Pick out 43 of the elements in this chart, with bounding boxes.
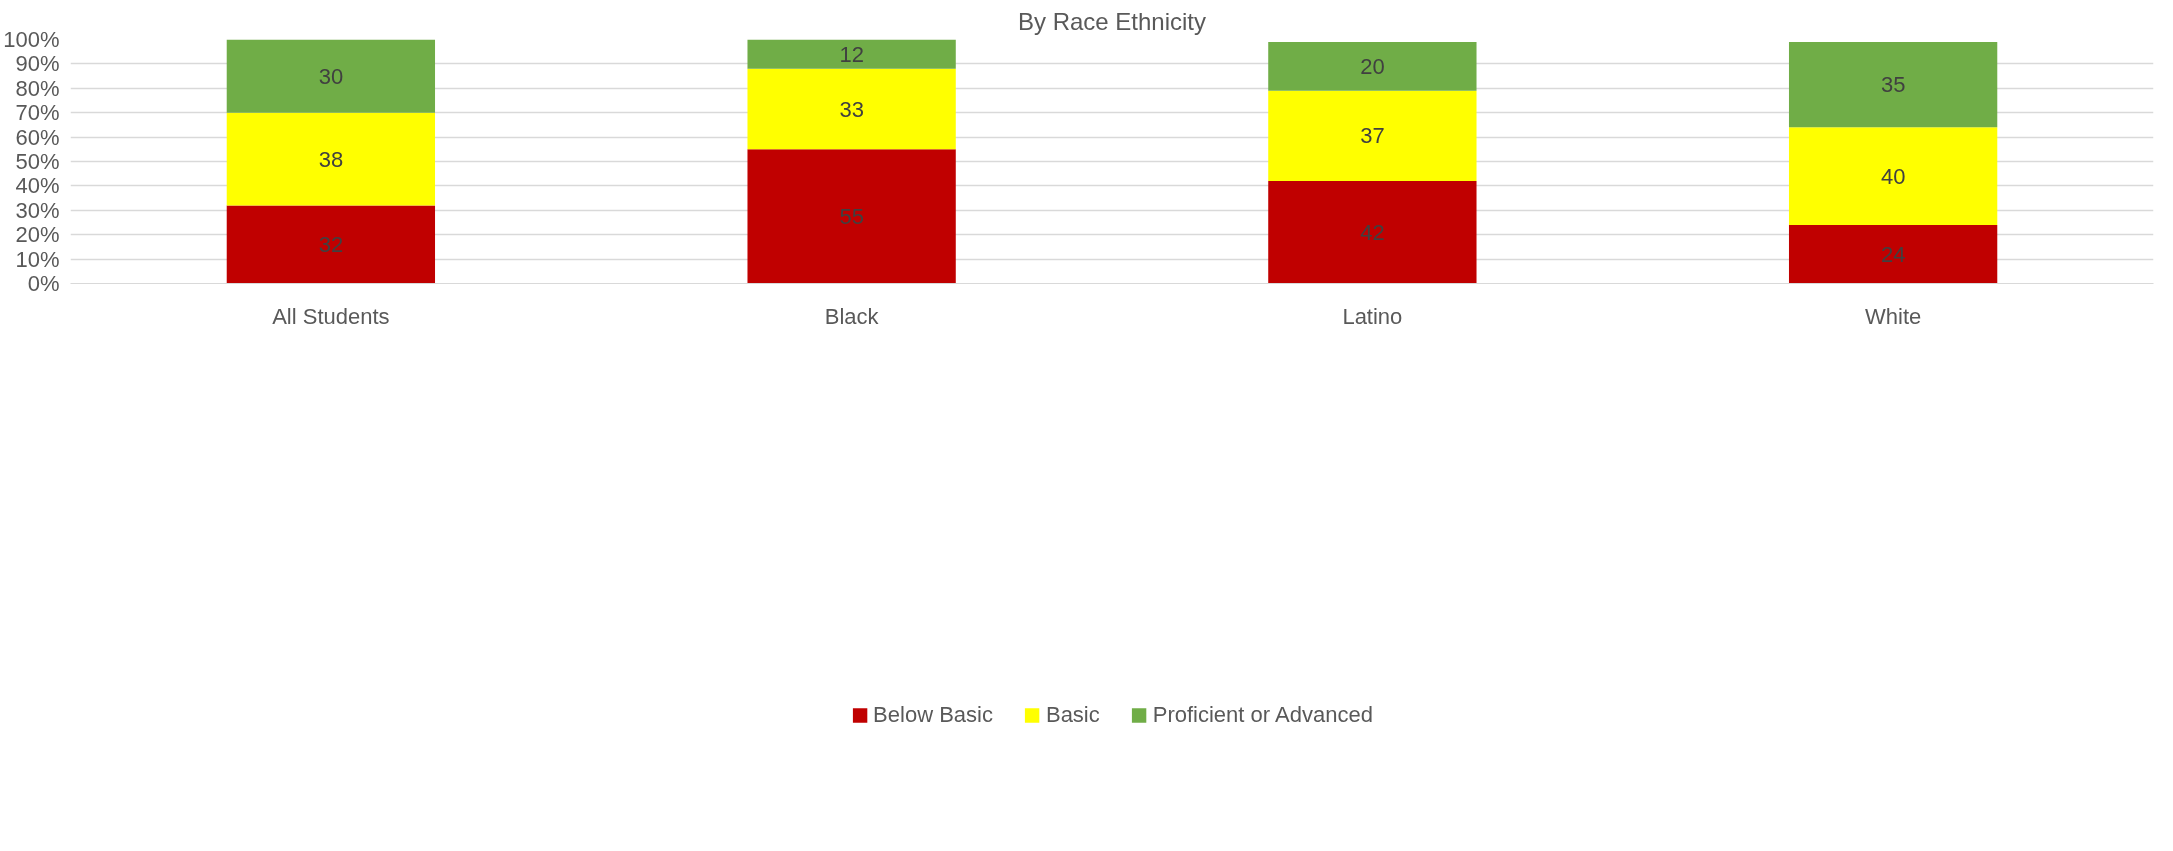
data-label: 33 bbox=[839, 96, 864, 122]
y-tick-label: 80% bbox=[15, 75, 60, 101]
y-tick-label: 90% bbox=[15, 51, 60, 77]
bar bbox=[226, 39, 436, 113]
bar bbox=[747, 149, 956, 284]
bar bbox=[226, 205, 436, 284]
y-tick-label: 100% bbox=[3, 27, 60, 52]
data-label: 24 bbox=[1880, 241, 1906, 267]
bar bbox=[1788, 41, 1998, 128]
y-tick-label: 40% bbox=[15, 173, 60, 199]
y-tick-label: 30% bbox=[15, 197, 60, 223]
x-tick-label: All Students bbox=[272, 303, 390, 329]
x-tick-label: Latino bbox=[1342, 303, 1403, 329]
bar bbox=[1788, 127, 1998, 225]
data-label: 40 bbox=[1880, 163, 1906, 189]
y-tick-label: 60% bbox=[15, 124, 60, 150]
y-tick-label: 20% bbox=[15, 222, 60, 248]
data-label: 32 bbox=[318, 231, 344, 257]
data-label: 20 bbox=[1360, 53, 1385, 79]
data-label: 55 bbox=[839, 203, 864, 229]
legend-label: Basic bbox=[1045, 701, 1100, 728]
data-label: 12 bbox=[839, 41, 864, 67]
legend-label: Proficient or Advanced bbox=[1152, 701, 1373, 728]
data-label: 38 bbox=[318, 146, 344, 172]
bar bbox=[1268, 41, 1477, 91]
data-label: 37 bbox=[1360, 123, 1385, 149]
chart-title: By Race Ethnicity bbox=[1017, 7, 1207, 35]
bar bbox=[1268, 90, 1477, 182]
y-tick-label: 50% bbox=[15, 149, 60, 174]
data-label: 42 bbox=[1360, 219, 1385, 245]
y-tick-label: 10% bbox=[15, 246, 60, 272]
bar bbox=[747, 39, 956, 69]
bar bbox=[747, 68, 956, 150]
legend-label: Below Basic bbox=[873, 701, 993, 728]
y-tick-label: 0% bbox=[27, 271, 60, 296]
y-tick-label: 70% bbox=[15, 100, 60, 126]
x-tick-label: Black bbox=[824, 303, 880, 329]
bar bbox=[1788, 224, 1998, 284]
bar bbox=[226, 112, 436, 206]
x-tick-label: White bbox=[1865, 303, 1922, 329]
data-label: 30 bbox=[318, 63, 344, 89]
bar bbox=[1268, 181, 1477, 284]
data-label: 35 bbox=[1880, 72, 1906, 98]
